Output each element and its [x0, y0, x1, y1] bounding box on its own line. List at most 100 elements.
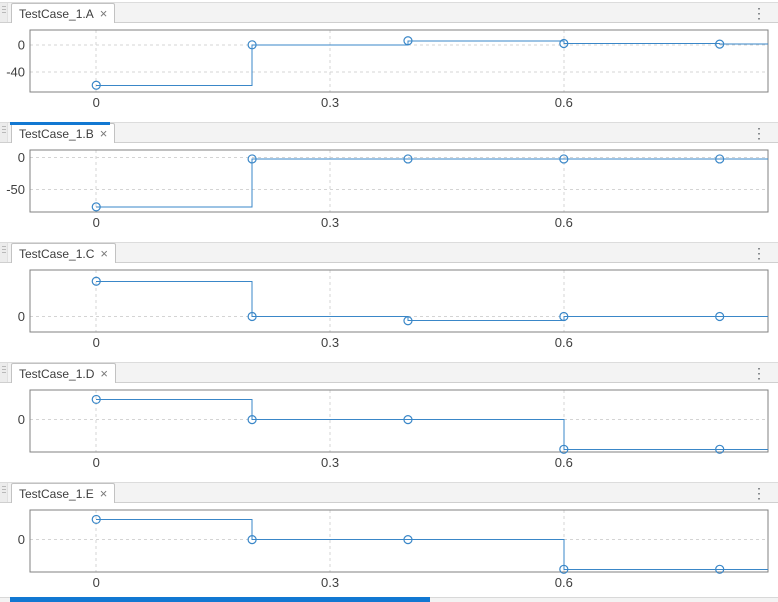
- data-marker: [91, 276, 101, 286]
- panel-grip[interactable]: [0, 123, 8, 142]
- panel-grip[interactable]: [0, 363, 8, 382]
- data-marker: [715, 39, 725, 49]
- panel-menu-icon[interactable]: ⋮: [752, 484, 766, 501]
- data-marker: [91, 514, 101, 525]
- chart-testcase-1d[interactable]: 0 0.3 0.6 0: [0, 388, 778, 470]
- x-tick-label: 0.6: [555, 455, 573, 470]
- data-marker: [247, 154, 257, 164]
- panel-testcase-1e: TestCase_1.E × ⋮ 0 0.3 0.6 0: [0, 482, 778, 602]
- data-marker: [403, 415, 413, 425]
- y-tick-label: -40: [6, 64, 25, 79]
- signal-line: [96, 518, 768, 570]
- x-tick-label: 0.3: [321, 335, 339, 350]
- tab-testcase-1c[interactable]: TestCase_1.C ×: [11, 243, 116, 263]
- tab-label: TestCase_1.B: [19, 126, 94, 141]
- panel-grip[interactable]: [0, 243, 8, 262]
- tab-label: TestCase_1.C: [19, 246, 95, 261]
- data-marker: [559, 444, 569, 454]
- tab-testcase-1d[interactable]: TestCase_1.D ×: [11, 363, 116, 383]
- y-tick-label: 0: [18, 309, 25, 324]
- chart-testcase-1c[interactable]: 0 0.3 0.6 0: [0, 268, 778, 350]
- plot-box: [29, 269, 769, 333]
- data-marker: [247, 40, 257, 50]
- tabbar-testcase-1a: TestCase_1.A × ⋮: [0, 2, 778, 23]
- y-tick-label: -50: [6, 182, 25, 197]
- data-marker: [715, 444, 725, 454]
- tabbar-testcase-1b: TestCase_1.B × ⋮: [0, 122, 778, 143]
- plot-box: [29, 149, 769, 213]
- signal-line: [96, 158, 768, 208]
- drag-indicator-bottom: [10, 597, 430, 602]
- panel-menu-icon[interactable]: ⋮: [752, 4, 766, 21]
- data-marker: [559, 564, 569, 574]
- data-marker: [403, 154, 413, 164]
- chart-testcase-1e[interactable]: 0 0.3 0.6 0: [0, 508, 778, 590]
- data-marker: [247, 311, 257, 322]
- signal-line: [96, 40, 768, 86]
- x-tick-label: 0.3: [321, 215, 339, 230]
- panel-testcase-1c: TestCase_1.C × ⋮ 0 0.3 0.6 0: [0, 242, 778, 362]
- x-tick-label: 0.6: [555, 215, 573, 230]
- tabbar-testcase-1d: TestCase_1.D × ⋮: [0, 362, 778, 383]
- data-marker: [91, 394, 101, 405]
- x-tick-label: 0: [93, 575, 100, 590]
- panel-testcase-1b: TestCase_1.B × ⋮ 0 0.3 0.6 0 -50: [0, 122, 778, 242]
- panel-grip[interactable]: [0, 3, 8, 22]
- y-tick-label: 0: [18, 412, 25, 427]
- data-marker: [715, 564, 725, 574]
- panel-testcase-1d: TestCase_1.D × ⋮ 0 0.3 0.6 0: [0, 362, 778, 482]
- x-tick-label: 0.3: [321, 575, 339, 590]
- tab-close-icon[interactable]: ×: [99, 486, 108, 501]
- data-marker: [559, 38, 569, 49]
- plot-box: [29, 389, 769, 453]
- x-tick-label: 0.6: [555, 575, 573, 590]
- data-marker: [559, 311, 569, 322]
- panel-menu-icon[interactable]: ⋮: [752, 124, 766, 141]
- tab-close-icon[interactable]: ×: [99, 126, 108, 141]
- data-marker: [91, 202, 101, 212]
- data-marker: [247, 535, 257, 545]
- tab-testcase-1a[interactable]: TestCase_1.A ×: [11, 3, 116, 23]
- data-marker: [247, 415, 257, 425]
- panel-menu-icon[interactable]: ⋮: [752, 244, 766, 261]
- tabbar-testcase-1c: TestCase_1.C × ⋮: [0, 242, 778, 263]
- x-tick-label: 0.3: [321, 95, 339, 110]
- chart-testcase-1a[interactable]: 0 0.3 0.6 0 -40: [0, 28, 778, 110]
- x-tick-label: 0: [93, 335, 100, 350]
- tab-testcase-1b[interactable]: TestCase_1.B ×: [11, 123, 116, 143]
- y-tick-label: 0: [18, 37, 25, 52]
- x-tick-label: 0: [93, 95, 100, 110]
- chart-testcase-1b[interactable]: 0 0.3 0.6 0 -50: [0, 148, 778, 230]
- data-marker: [403, 535, 413, 545]
- drag-indicator: [10, 122, 110, 125]
- panel-testcase-1a: TestCase_1.A × ⋮ 0 0.3 0.6 0 -40: [0, 2, 778, 122]
- tab-close-icon[interactable]: ×: [100, 366, 108, 381]
- signal-line: [96, 398, 768, 450]
- plot-box: [29, 29, 769, 93]
- next-panel-edge: [0, 597, 778, 602]
- signal-line: [96, 280, 768, 322]
- tab-close-icon[interactable]: ×: [99, 6, 108, 21]
- tab-close-icon[interactable]: ×: [100, 246, 108, 261]
- panel-menu-icon[interactable]: ⋮: [752, 364, 766, 381]
- y-tick-label: 0: [18, 532, 25, 547]
- data-marker: [559, 154, 569, 164]
- data-marker: [715, 154, 725, 164]
- x-tick-label: 0: [93, 215, 100, 230]
- tab-label: TestCase_1.A: [19, 6, 94, 21]
- data-marker: [91, 80, 101, 90]
- plot-box: [29, 509, 769, 573]
- tabbar-testcase-1e: TestCase_1.E × ⋮: [0, 482, 778, 503]
- tab-label: TestCase_1.D: [19, 366, 95, 381]
- data-marker: [715, 311, 725, 322]
- tab-label: TestCase_1.E: [19, 486, 94, 501]
- x-tick-label: 0.6: [555, 95, 573, 110]
- x-tick-label: 0.6: [555, 335, 573, 350]
- x-tick-label: 0: [93, 455, 100, 470]
- x-tick-label: 0.3: [321, 455, 339, 470]
- y-tick-label: 0: [18, 150, 25, 165]
- panel-grip[interactable]: [0, 483, 8, 502]
- tab-testcase-1e[interactable]: TestCase_1.E ×: [11, 483, 116, 503]
- data-marker: [403, 316, 413, 326]
